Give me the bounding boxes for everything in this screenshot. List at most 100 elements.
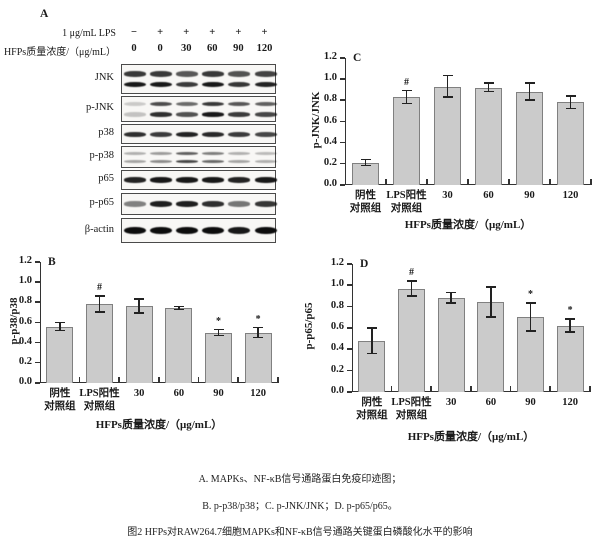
plot-area-c: [345, 58, 591, 185]
caption-line-a: A. MAPKs、NF-κB信号通路蛋白免疫印迹图；: [198, 474, 402, 485]
y-tick: [347, 327, 352, 329]
lane-concentration: 120: [256, 43, 273, 54]
category-label: 90: [524, 190, 535, 201]
bar: [437, 298, 465, 392]
caption-figure-title: 图2 HFPs对RAW264.7细胞MAPKs和NF-κB信号通路关键蛋白磷酸化…: [127, 527, 473, 538]
y-tick: [347, 305, 352, 308]
blot-box: [121, 170, 277, 190]
blot-band: [202, 159, 225, 163]
bar: [46, 326, 74, 383]
blot-row-label: p65: [98, 173, 114, 184]
y-tick-label: 0.4: [323, 135, 337, 147]
blot-band: [150, 226, 173, 235]
y-tick-label: 0.4: [18, 335, 32, 347]
blot-row-label: p-p38: [89, 150, 115, 161]
y-tick-label: 0.0: [18, 376, 32, 387]
y-tick: [347, 263, 352, 265]
y-tick: [35, 341, 40, 344]
blot-band: [124, 81, 146, 87]
error-bar-line: [529, 303, 532, 332]
y-tick-label: 0.2: [323, 156, 337, 168]
y-tick: [35, 361, 40, 364]
y-tick-label: 0.0: [330, 385, 344, 396]
bar: [434, 86, 461, 185]
y-tick-label: 1.0: [323, 72, 337, 84]
blot-band: [254, 226, 277, 235]
category-label: 90: [525, 397, 536, 408]
blot-row-label: p-JNK: [86, 102, 114, 113]
error-bar-cap-top: [253, 326, 264, 329]
x-tick: [426, 179, 428, 185]
bar: [557, 102, 584, 185]
error-bar-cap-bottom: [565, 107, 576, 110]
blot-row-label: p38: [98, 127, 114, 138]
error-bar-cap-bottom: [442, 96, 453, 98]
blot-band: [150, 112, 173, 117]
blot-band: [228, 159, 251, 163]
blot-band: [228, 151, 251, 155]
error-bar-line: [528, 83, 531, 101]
error-bar-line: [98, 296, 101, 313]
error-bar-cap-top: [401, 89, 412, 92]
blot-band: [228, 177, 251, 183]
x-tick: [78, 377, 81, 383]
y-tick-label: 0.8: [330, 299, 344, 311]
blot-band: [254, 201, 277, 207]
lane-concentration: 0: [157, 43, 163, 54]
y-tick: [340, 57, 345, 59]
y-tick-label: 1.2: [330, 257, 344, 268]
error-bar-cap-top: [565, 95, 576, 97]
x-tick: [470, 386, 472, 392]
bar: [556, 325, 584, 392]
y-tick-label: 0.0: [323, 178, 337, 189]
error-bar-cap-bottom: [525, 330, 536, 332]
error-bar-cap-top: [406, 280, 417, 282]
error-bar-line: [178, 306, 180, 310]
caption-line-bcd: B. p-p38/p38；C. p-JNK/JNK；D. p-p65/p65。: [202, 501, 398, 512]
blot-band: [202, 151, 225, 155]
error-bar-cap-bottom: [406, 295, 417, 297]
y-tick-label: 1.2: [18, 255, 32, 266]
blot-band: [228, 112, 251, 117]
significance-mark: #: [97, 282, 102, 294]
x-tick: [118, 377, 120, 383]
error-bar-line: [487, 83, 490, 92]
blot-band: [202, 226, 225, 235]
category-label: 30: [442, 190, 453, 201]
lps-sign: +: [209, 27, 216, 38]
x-tick: [197, 377, 200, 383]
blot-box: [121, 64, 277, 94]
error-bar-cap-bottom: [54, 329, 65, 332]
x-tick: [237, 377, 239, 383]
x-tick: [277, 377, 279, 383]
y-tick-label: 1.0: [330, 278, 344, 290]
blot-band: [228, 101, 251, 106]
blot-band: [176, 131, 199, 137]
blot-band: [124, 226, 146, 235]
lane-concentration: 60: [207, 43, 218, 54]
category-label: 120: [562, 190, 579, 201]
error-bar-cap-bottom: [446, 302, 457, 304]
axis-ylabel: p-p65/p65: [303, 302, 315, 350]
error-bar-cap-bottom: [94, 311, 105, 313]
blot-band: [176, 159, 199, 163]
error-bar-cap-bottom: [173, 308, 184, 311]
category-label: 60: [483, 190, 494, 201]
x-tick: [549, 179, 551, 185]
error-bar-cap-top: [485, 286, 496, 288]
error-bar-cap-bottom: [360, 164, 371, 167]
y-tick: [35, 321, 40, 323]
category-label: LPS阳性 对照组: [79, 388, 120, 412]
blot-band: [228, 81, 251, 87]
y-tick: [340, 184, 345, 186]
blot-band: [124, 71, 146, 77]
blot-box: [121, 146, 277, 168]
category-label: 30: [133, 388, 145, 399]
y-tick-label: 0.6: [18, 315, 32, 327]
axis-xlabel: HFPs质量浓度/（μg/mL）: [95, 419, 223, 431]
x-tick: [430, 386, 432, 392]
blot-band: [176, 151, 199, 155]
panel-letter: B: [48, 256, 56, 268]
blot-box: [121, 124, 277, 144]
error-bar-line: [569, 96, 572, 109]
